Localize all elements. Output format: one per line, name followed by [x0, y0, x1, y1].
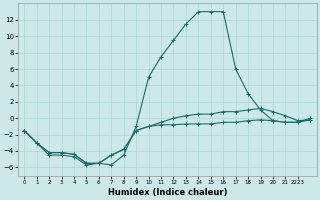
X-axis label: Humidex (Indice chaleur): Humidex (Indice chaleur) — [108, 188, 227, 197]
